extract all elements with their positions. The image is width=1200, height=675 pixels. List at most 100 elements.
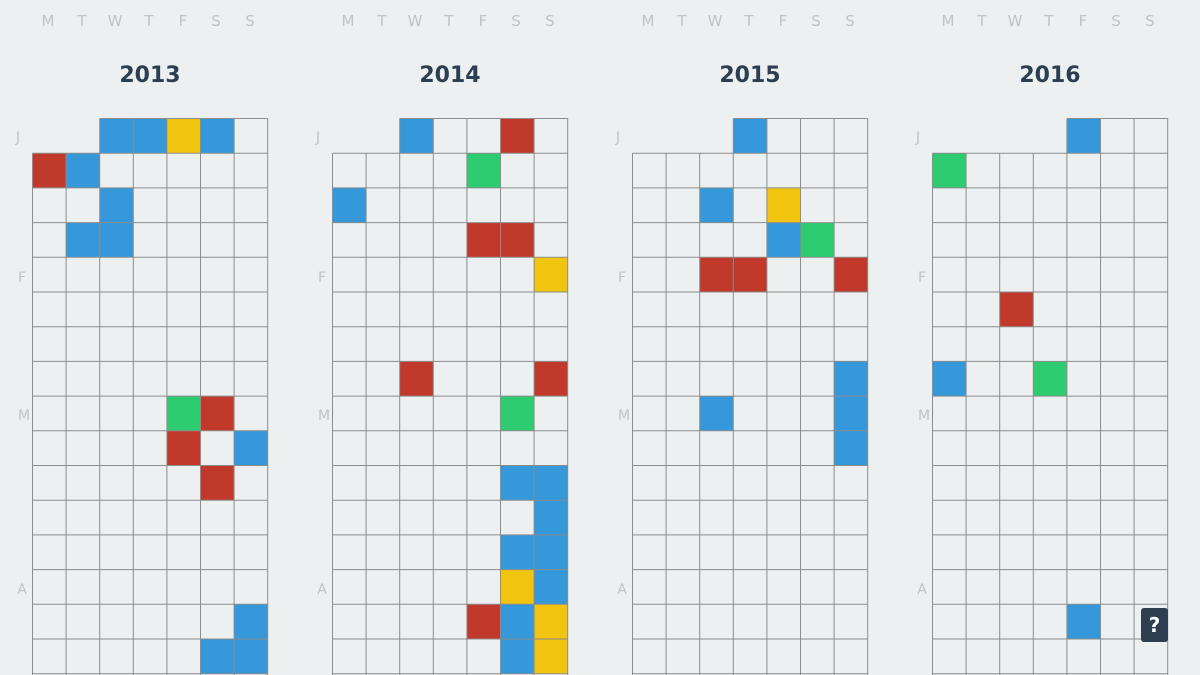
weekday-label: T xyxy=(1044,12,1054,30)
year-title: 2014 xyxy=(419,63,481,88)
day-cell-red[interactable] xyxy=(466,222,501,258)
year-panel-2014: M T W T F S S 2014 J F M A xyxy=(300,0,600,675)
calendar-grid xyxy=(332,118,569,675)
month-label: A xyxy=(917,582,927,598)
day-cell-blue[interactable] xyxy=(66,222,100,258)
day-cell-blue[interactable] xyxy=(200,639,235,674)
calendar-grid xyxy=(632,118,869,675)
day-cell-red[interactable] xyxy=(32,153,67,188)
month-label: J xyxy=(15,130,21,146)
calendar-grid xyxy=(932,118,1169,675)
month-label: M xyxy=(917,408,931,424)
day-cell-blue[interactable] xyxy=(500,534,535,570)
weekday-label: T xyxy=(977,12,987,30)
day-cell-blue[interactable] xyxy=(66,153,100,188)
weekday-label: T xyxy=(677,12,687,30)
day-cell-red[interactable] xyxy=(699,257,734,292)
weekday-label: S xyxy=(811,12,821,30)
day-cell-blue[interactable] xyxy=(932,361,967,397)
day-cell-red[interactable] xyxy=(200,465,235,501)
weekday-label: T xyxy=(377,12,387,30)
year-panel-2013: M T W T F S S 2013 J F M A xyxy=(0,0,300,675)
weekday-label: S xyxy=(211,12,221,30)
day-cell-green[interactable] xyxy=(500,396,535,431)
day-cell-red[interactable] xyxy=(534,361,568,397)
help-button[interactable]: ? xyxy=(1141,608,1168,642)
year-panel-2015: M T W T F S S 2015 J F M A xyxy=(600,0,900,675)
day-cell-red[interactable] xyxy=(834,257,868,292)
weekday-label: F xyxy=(478,12,488,30)
day-cell-red[interactable] xyxy=(733,257,767,292)
weekday-label: F xyxy=(1078,12,1088,30)
day-cell-blue[interactable] xyxy=(234,430,268,466)
day-cell-blue[interactable] xyxy=(399,118,434,154)
day-cell-blue[interactable] xyxy=(534,500,568,535)
year-panel-2016: M T W T F S S 2016 J F M A xyxy=(900,0,1200,675)
day-cell-yellow[interactable] xyxy=(766,187,801,223)
year-title: 2015 xyxy=(719,63,781,88)
weekday-label: T xyxy=(144,12,154,30)
day-cell-blue[interactable] xyxy=(200,118,235,154)
day-cell-blue[interactable] xyxy=(834,430,868,466)
day-cell-yellow[interactable] xyxy=(534,639,568,674)
day-cell-red[interactable] xyxy=(500,222,535,258)
day-cell-blue[interactable] xyxy=(99,118,134,154)
day-cell-red[interactable] xyxy=(466,604,501,639)
year-title: 2013 xyxy=(119,63,181,88)
day-cell-blue[interactable] xyxy=(834,396,868,431)
day-cell-green[interactable] xyxy=(466,153,501,188)
day-cell-blue[interactable] xyxy=(500,465,535,501)
weekday-label: W xyxy=(107,12,123,30)
month-label: F xyxy=(317,270,327,286)
day-cell-blue[interactable] xyxy=(234,604,268,639)
day-cell-blue[interactable] xyxy=(1066,604,1101,639)
day-cell-blue[interactable] xyxy=(332,187,367,223)
day-cell-red[interactable] xyxy=(200,396,235,431)
month-label: F xyxy=(617,270,627,286)
day-cell-red[interactable] xyxy=(500,118,535,154)
day-cell-yellow[interactable] xyxy=(534,257,568,292)
day-cell-blue[interactable] xyxy=(733,118,767,154)
day-cell-green[interactable] xyxy=(166,396,201,431)
weekday-label: T xyxy=(744,12,754,30)
day-cell-green[interactable] xyxy=(800,222,835,258)
day-cell-green[interactable] xyxy=(932,153,967,188)
day-cell-blue[interactable] xyxy=(534,465,568,501)
day-cell-blue[interactable] xyxy=(99,222,134,258)
weekday-label: F xyxy=(178,12,188,30)
month-label: M xyxy=(17,408,31,424)
day-cell-red[interactable] xyxy=(399,361,434,397)
day-cell-blue[interactable] xyxy=(1066,118,1101,154)
day-cell-blue[interactable] xyxy=(699,187,734,223)
weekday-label: S xyxy=(245,12,255,30)
year-title: 2016 xyxy=(1019,63,1081,88)
day-cell-blue[interactable] xyxy=(500,604,535,639)
day-cell-blue[interactable] xyxy=(534,569,568,605)
day-cell-blue[interactable] xyxy=(99,187,134,223)
day-cell-yellow[interactable] xyxy=(500,569,535,605)
month-label: A xyxy=(617,582,627,598)
month-label: J xyxy=(915,130,921,146)
month-label: M xyxy=(617,408,631,424)
day-cell-blue[interactable] xyxy=(133,118,167,154)
day-cell-blue[interactable] xyxy=(500,639,535,674)
day-cell-red[interactable] xyxy=(999,292,1034,327)
weekday-label: T xyxy=(77,12,87,30)
day-cell-blue[interactable] xyxy=(699,396,734,431)
weekday-label: S xyxy=(511,12,521,30)
day-cell-green[interactable] xyxy=(1033,361,1067,397)
day-cell-red[interactable] xyxy=(166,430,201,466)
day-cell-blue[interactable] xyxy=(534,534,568,570)
weekday-label: W xyxy=(707,12,723,30)
month-label: F xyxy=(17,270,27,286)
day-cell-blue[interactable] xyxy=(834,361,868,397)
weekday-label: W xyxy=(1007,12,1023,30)
weekday-label: M xyxy=(941,12,955,30)
day-cell-yellow[interactable] xyxy=(534,604,568,639)
weekday-label: M xyxy=(341,12,355,30)
day-cell-blue[interactable] xyxy=(766,222,801,258)
weekday-label: F xyxy=(778,12,788,30)
day-cell-yellow[interactable] xyxy=(166,118,201,154)
day-cell-blue[interactable] xyxy=(234,639,268,674)
weekday-label: T xyxy=(444,12,454,30)
